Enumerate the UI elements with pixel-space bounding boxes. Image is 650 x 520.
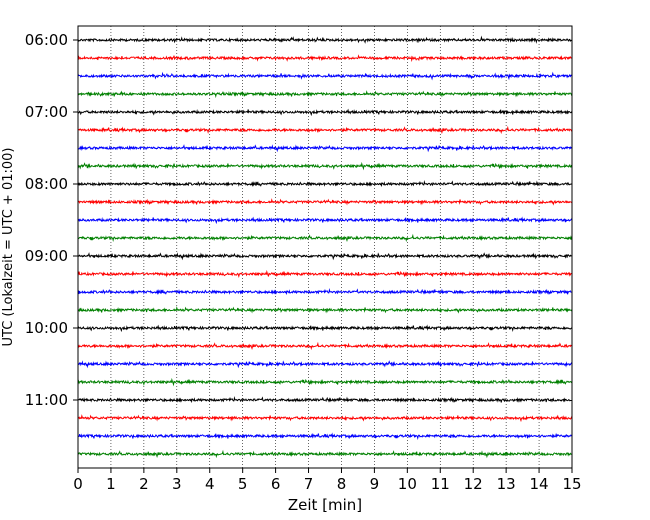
- trace-line: [77, 449, 573, 459]
- x-tick-label: 3: [172, 475, 182, 493]
- trace-line: [77, 414, 573, 423]
- trace-line: [77, 125, 573, 135]
- trace-line: [77, 144, 573, 153]
- trace-line: [77, 198, 573, 206]
- plot-frame: [77, 25, 573, 469]
- trace-line: [77, 377, 573, 387]
- y-axis: 06:00 07:00 08:00 09:00 10:00 11:00: [25, 31, 78, 409]
- trace-line: [77, 71, 573, 81]
- x-tick-label: 1: [106, 475, 116, 493]
- x-tick-label: 0: [73, 475, 83, 493]
- x-tick-label: 9: [370, 475, 380, 493]
- y-tick-label: 06:00: [25, 31, 68, 49]
- trace-line: [77, 432, 573, 441]
- x-tick-label: 10: [398, 475, 417, 493]
- x-tick-label: 8: [337, 475, 347, 493]
- trace-line: [77, 396, 573, 404]
- x-axis: 0 1 2 3 4 5 6 7 8 9 10 11 12 13 14 15: [73, 468, 582, 493]
- trace-line: [77, 216, 573, 225]
- trace-line: [77, 306, 573, 314]
- x-tick-label: 12: [464, 475, 483, 493]
- x-axis-label: Zeit [min]: [288, 496, 362, 514]
- x-tick-label: 15: [562, 475, 581, 493]
- y-axis-label: UTC (Lokalzeit = UTC + 01:00): [1, 148, 16, 347]
- x-tick-label: 6: [271, 475, 281, 493]
- trace-line: [77, 90, 573, 99]
- trace-line: [77, 269, 573, 278]
- trace-line: [77, 35, 573, 44]
- grid-lines: [110, 26, 540, 468]
- traces: [77, 35, 573, 459]
- y-tick-label: 10:00: [25, 319, 68, 337]
- trace-line: [77, 288, 573, 296]
- y-tick-label: 11:00: [25, 391, 68, 409]
- x-tick-label: 2: [139, 475, 149, 493]
- trace-line: [77, 54, 573, 63]
- y-tick-label: 09:00: [25, 247, 68, 265]
- y-tick-label: 07:00: [25, 103, 68, 121]
- x-tick-label: 4: [205, 475, 215, 493]
- trace-line: [77, 180, 573, 188]
- x-tick-label: 5: [238, 475, 248, 493]
- trace-line: [77, 252, 573, 261]
- trace-line: [77, 341, 573, 351]
- trace-line: [77, 324, 573, 333]
- trace-line: [77, 108, 573, 117]
- trace-line: [77, 161, 573, 171]
- x-tick-label: 14: [530, 475, 549, 493]
- y-tick-label: 08:00: [25, 175, 68, 193]
- x-tick-label: 11: [431, 475, 450, 493]
- x-tick-label: 13: [497, 475, 516, 493]
- trace-line: [77, 360, 573, 369]
- trace-line: [77, 233, 573, 243]
- x-tick-label: 7: [304, 475, 314, 493]
